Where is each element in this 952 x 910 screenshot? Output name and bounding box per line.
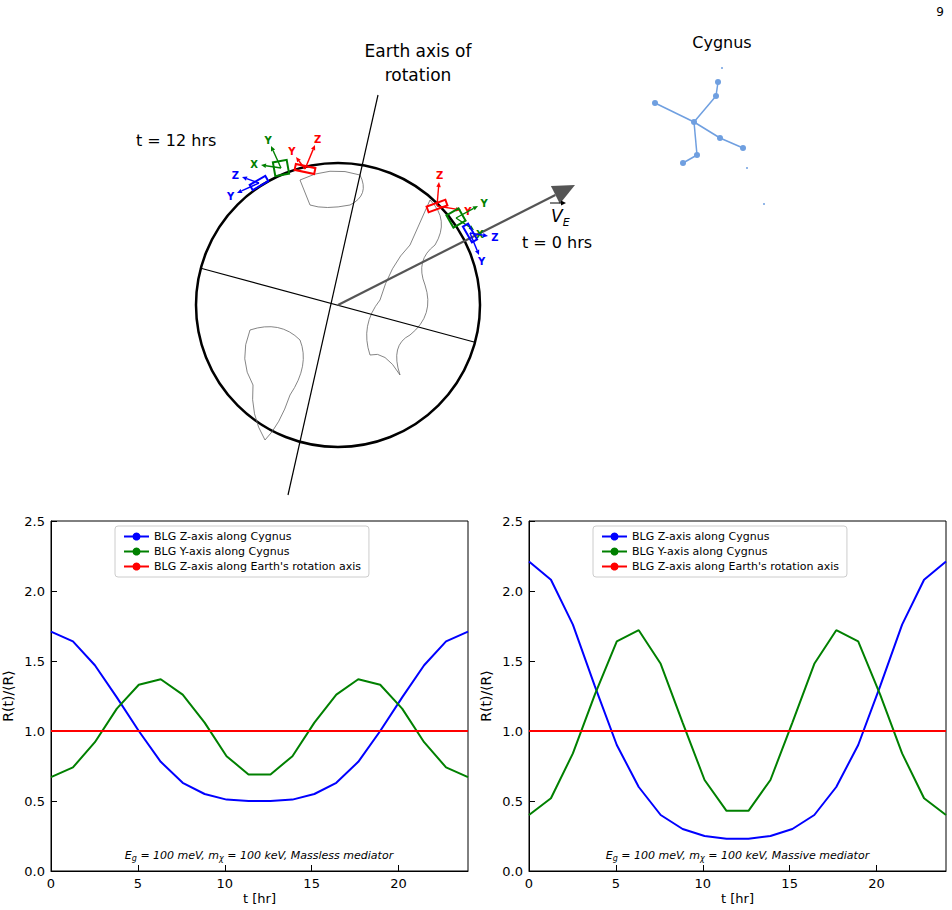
svg-text:5: 5 [612,876,620,891]
svg-text:keV,: keV, [264,849,290,862]
svg-text:BLG Z-axis along Earth's rotat: BLG Z-axis along Earth's rotation axis [632,560,839,573]
svg-text:15: 15 [781,876,798,891]
svg-text:χ: χ [219,853,224,863]
svg-text:BLG Z-axis along Earth's rotat: BLG Z-axis along Earth's rotation axis [154,560,361,573]
svg-text:0: 0 [525,876,533,891]
svg-text:2.0: 2.0 [502,584,523,599]
svg-text:=: = [621,849,634,862]
svg-text:VE: VE [551,206,570,229]
svg-text:g: g [612,853,618,863]
svg-text:20: 20 [390,876,407,891]
svg-text:Y: Y [263,135,272,146]
svg-text:2.5: 2.5 [502,514,523,529]
svg-text:100: 100 [153,849,178,862]
svg-text:Y: Y [287,146,296,157]
svg-text:BLG Z-axis along Cygnus: BLG Z-axis along Cygnus [632,530,770,543]
svg-text:0.0: 0.0 [24,864,45,879]
svg-text:mediator: mediator [343,849,394,862]
svg-text:2.5: 2.5 [24,514,45,529]
svg-text:Z: Z [491,232,498,243]
svg-text:t = 0 hrs: t = 0 hrs [522,233,592,252]
svg-text:10: 10 [216,876,233,891]
svg-text:15: 15 [303,876,320,891]
svg-text:E: E [606,849,613,862]
svg-text:t = 12 hrs: t = 12 hrs [136,131,216,150]
svg-text:t [hr]: t [hr] [721,891,754,906]
svg-text:=: = [227,849,240,862]
svg-text:t [hr]: t [hr] [243,891,276,906]
svg-text:5: 5 [134,876,142,891]
svg-text:R(t)/⟨R⟩: R(t)/⟨R⟩ [0,670,16,722]
svg-text:Z: Z [314,134,321,145]
svg-text:=: = [140,849,153,862]
svg-text:m: m [689,849,700,862]
svg-text:100: 100 [721,849,746,862]
svg-text:100: 100 [634,849,659,862]
svg-text:0.5: 0.5 [24,794,45,809]
svg-text:R(t)/⟨R⟩: R(t)/⟨R⟩ [478,670,494,722]
svg-text:BLG Y-axis along Cygnus: BLG Y-axis along Cygnus [632,545,768,558]
svg-text:m: m [208,849,219,862]
svg-text:0.5: 0.5 [502,794,523,809]
svg-text:9: 9 [936,5,944,19]
svg-text:100: 100 [240,849,265,862]
svg-text:20: 20 [868,876,885,891]
svg-text:keV,: keV, [745,849,771,862]
svg-text:Y: Y [463,206,472,217]
svg-text:X: X [476,229,484,240]
svg-text:Z: Z [436,170,443,181]
svg-text:Massless: Massless [291,849,343,862]
svg-text:mediator: mediator [819,849,870,862]
svg-text:χ: χ [700,853,705,863]
svg-text:X: X [250,159,258,170]
svg-text:1.5: 1.5 [24,654,45,669]
svg-text:10: 10 [694,876,711,891]
svg-text:0: 0 [47,876,55,891]
svg-text:Z: Z [232,170,239,181]
svg-text:1.0: 1.0 [24,724,45,739]
svg-text:BLG Z-axis along Cygnus: BLG Z-axis along Cygnus [154,530,292,543]
svg-text:g: g [131,853,137,863]
svg-text:Y: Y [477,256,486,267]
svg-text:1.0: 1.0 [502,724,523,739]
svg-text:rotation: rotation [385,65,452,85]
svg-text:Y: Y [480,198,489,209]
svg-text:Cygnus: Cygnus [692,33,751,52]
svg-text:Y: Y [226,191,235,202]
svg-text:Massive: Massive [772,849,820,862]
svg-text:BLG Y-axis along Cygnus: BLG Y-axis along Cygnus [154,545,290,558]
svg-text:=: = [708,849,721,862]
svg-text:2.0: 2.0 [24,584,45,599]
svg-text:1.5: 1.5 [502,654,523,669]
svg-text:0.0: 0.0 [502,864,523,879]
svg-text:meV,: meV, [659,849,690,862]
svg-text:meV,: meV, [178,849,209,862]
svg-text:Earth axis of: Earth axis of [365,41,473,61]
svg-text:E: E [125,849,132,862]
